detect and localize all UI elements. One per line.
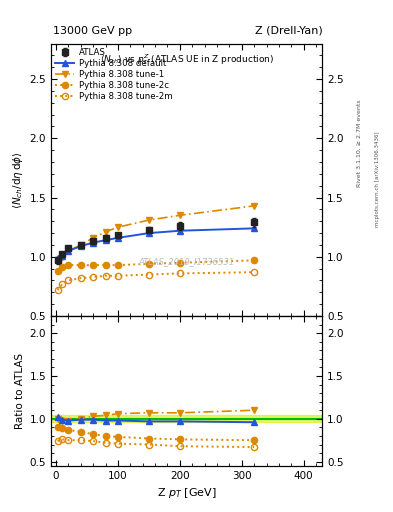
X-axis label: Z $p_T$ [GeV]: Z $p_T$ [GeV] [157,486,217,500]
Text: ATLAS_2019_I1736531: ATLAS_2019_I1736531 [139,257,235,266]
Text: Rivet 3.1.10, ≥ 2.7M events: Rivet 3.1.10, ≥ 2.7M events [357,99,362,187]
Text: mcplots.cern.ch [arXiv:1306.3436]: mcplots.cern.ch [arXiv:1306.3436] [375,132,380,227]
Text: Z (Drell-Yan): Z (Drell-Yan) [255,26,322,36]
Bar [51,415,322,422]
Legend: ATLAS, Pythia 8.308 default, Pythia 8.308 tune-1, Pythia 8.308 tune-2c, Pythia 8: ATLAS, Pythia 8.308 default, Pythia 8.30… [54,46,174,103]
Y-axis label: $\langle N_{ch}/\mathrm{d}\eta\,\mathrm{d}\phi\rangle$: $\langle N_{ch}/\mathrm{d}\eta\,\mathrm{… [11,151,26,208]
Y-axis label: Ratio to ATLAS: Ratio to ATLAS [15,353,26,429]
Text: $\langle N_{ch}\rangle$ vs $p_T^Z$ (ATLAS UE in Z production): $\langle N_{ch}\rangle$ vs $p_T^Z$ (ATLA… [99,52,274,67]
Text: 13000 GeV pp: 13000 GeV pp [53,26,132,36]
